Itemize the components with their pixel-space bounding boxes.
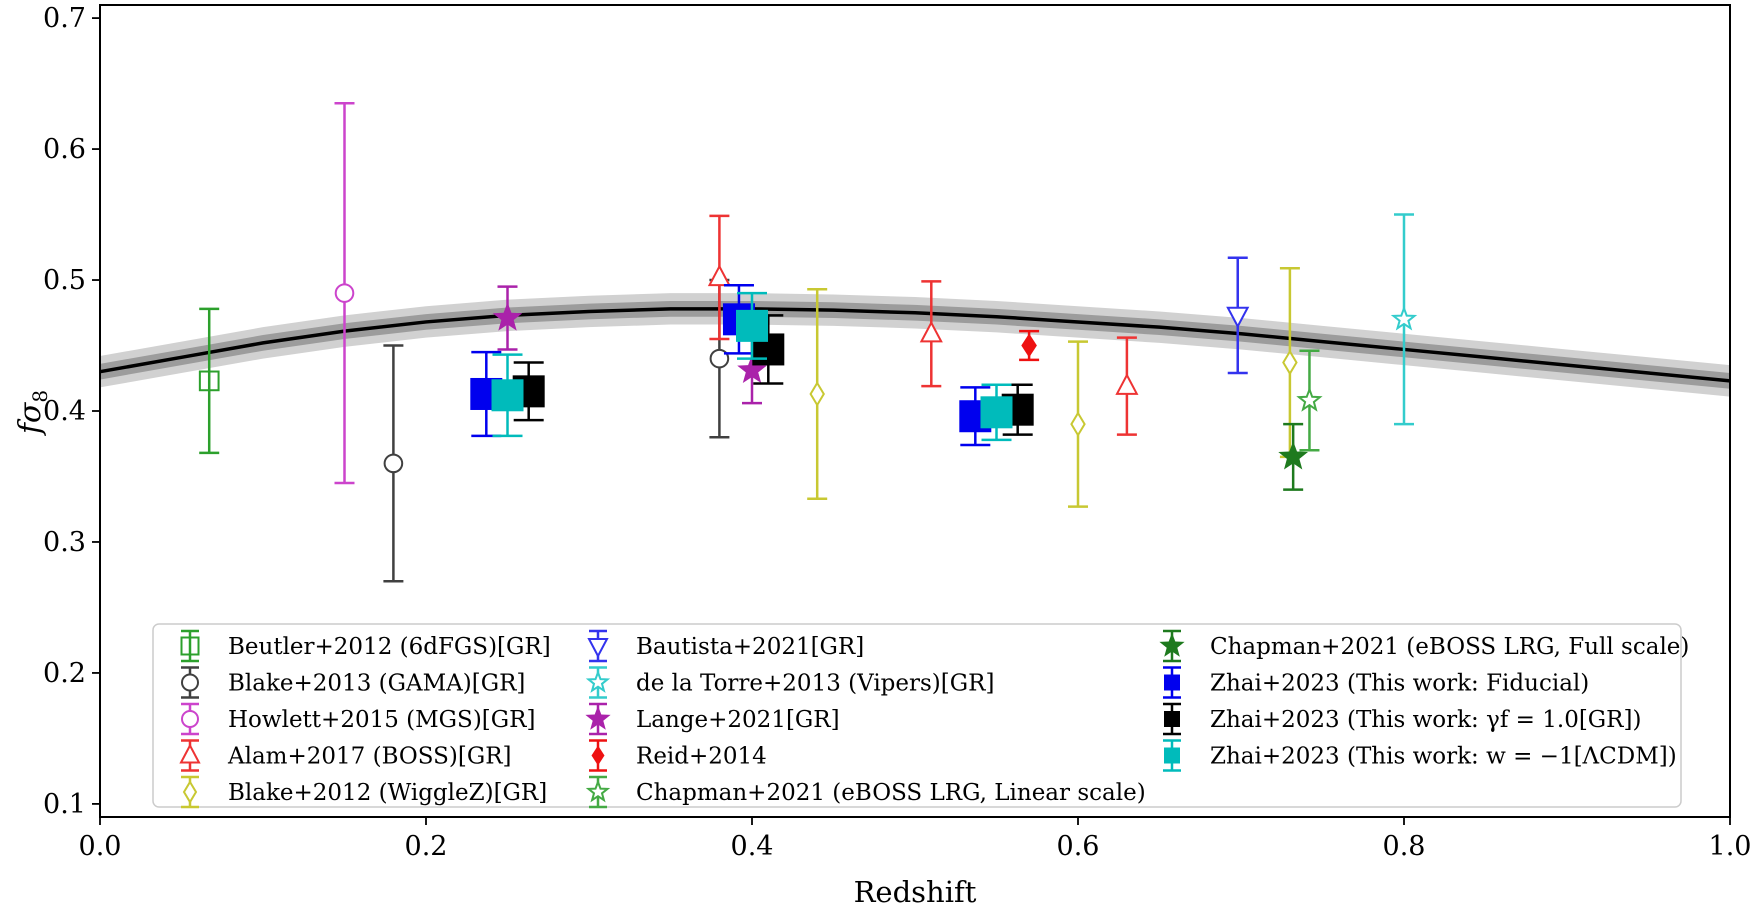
x-tick-label: 0.6 — [1057, 831, 1100, 862]
x-tick-label: 0.0 — [79, 831, 122, 862]
data-point — [383, 453, 404, 474]
legend-label: Zhai+2023 (This work: γf = 1.0[GR]) — [1210, 707, 1641, 733]
legend-item: Chapman+2021 (eBOSS LRG, Linear scale) — [585, 775, 1146, 809]
y-tick-label: 0.1 — [43, 789, 86, 820]
legend-item: Howlett+2015 (MGS)[GR] — [181, 702, 535, 736]
legend-label: Bautista+2021[GR] — [636, 634, 864, 660]
legend-label: Zhai+2023 (This work: w = −1[ΛCDM]) — [1210, 744, 1677, 770]
legend-marker — [181, 673, 199, 692]
legend-item: Blake+2012 (WiggleZ)[GR] — [181, 775, 547, 809]
y-tick-label: 0.7 — [43, 3, 86, 34]
legend-label: de la Torre+2013 (Vipers)[GR] — [636, 671, 994, 697]
data-point — [1070, 411, 1086, 438]
series-zhai-2023-this-work-w-1-cdm — [491, 291, 1013, 442]
legend-label: Chapman+2021 (eBOSS LRG, Linear scale) — [636, 780, 1146, 806]
legend-box — [152, 623, 1682, 808]
data-marks — [198, 101, 1418, 583]
series-zhai-2023-this-work-f-1-0-gr — [512, 314, 1034, 436]
legend-marker — [591, 745, 605, 766]
model-mean-line — [99, 307, 1731, 383]
legend-marker — [182, 780, 198, 804]
legend-item: Bautista+2021[GR] — [587, 629, 864, 663]
data-point — [1278, 441, 1308, 470]
x-tick-label: 0.4 — [731, 831, 774, 862]
y-axis-label: fσ8 — [13, 390, 52, 436]
data-point — [198, 370, 220, 392]
legend-marker — [1164, 747, 1180, 764]
data-point — [1296, 386, 1323, 412]
data-point — [980, 396, 1013, 429]
legend-label: Alam+2017 (BOSS)[GR] — [227, 744, 511, 770]
x-tick-label: 0.8 — [1383, 831, 1426, 862]
legend-item: Blake+2013 (GAMA)[GR] — [181, 666, 525, 699]
legend-marker — [180, 636, 200, 656]
series-bautista-2021-gr — [1226, 256, 1250, 375]
legend-item: Lange+2021[GR] — [585, 702, 840, 736]
legend-item: de la Torre+2013 (Vipers)[GR] — [585, 666, 994, 699]
legend-label: Reid+2014 — [636, 744, 767, 770]
legend-label: Chapman+2021 (eBOSS LRG, Full scale) — [1210, 634, 1689, 660]
legend-item: Zhai+2023 (This work: w = −1[ΛCDM]) — [1163, 739, 1677, 772]
legend-label: Blake+2012 (WiggleZ)[GR] — [228, 780, 547, 806]
legend-item: Zhai+2023 (This work: γf = 1.0[GR]) — [1163, 702, 1641, 736]
legend-item: Reid+2014 — [589, 739, 767, 772]
x-tick-label: 0.2 — [405, 831, 448, 862]
data-point — [334, 283, 355, 303]
data-point — [1115, 372, 1139, 395]
series-de-la-torre-2013-vipers-gr — [1390, 213, 1418, 426]
data-point — [491, 379, 524, 412]
data-point — [1282, 349, 1298, 376]
legend-marker — [585, 779, 611, 803]
legend-item: Chapman+2021 (eBOSS LRG, Full scale) — [1159, 629, 1689, 663]
data-point — [737, 354, 767, 383]
legend-marker — [585, 705, 611, 730]
data-point — [919, 320, 943, 343]
legend-label: Howlett+2015 (MGS)[GR] — [228, 707, 535, 733]
y-tick-label: 0.4 — [43, 396, 86, 427]
legend-marker — [181, 710, 199, 728]
y-tick-label: 0.5 — [43, 265, 86, 296]
data-point — [492, 302, 523, 331]
data-point — [809, 381, 825, 407]
legend-marker — [179, 743, 201, 764]
legend-marker — [1159, 632, 1185, 657]
series-alam-2017-boss-gr — [707, 214, 1139, 436]
x-tick-label: 1.0 — [1709, 831, 1750, 862]
legend: Beutler+2012 (6dFGS)[GR] Blake+2013 (GAMA… — [152, 623, 1689, 809]
data-point — [1226, 306, 1250, 329]
legend-label: Lange+2021[GR] — [636, 707, 840, 733]
legend-label: Beutler+2012 (6dFGS)[GR] — [228, 634, 551, 660]
y-tick-label: 0.6 — [43, 134, 86, 165]
data-point — [1021, 333, 1037, 358]
legend-marker — [1164, 674, 1180, 691]
legend-item: Zhai+2023 (This work: Fiducial) — [1163, 666, 1589, 699]
data-point — [707, 264, 731, 287]
y-tick-label: 0.2 — [43, 658, 86, 689]
series-chapman-2021-eboss-lrg-full-scale — [1278, 422, 1308, 491]
legend-label: Blake+2013 (GAMA)[GR] — [228, 671, 525, 697]
x-axis-label: Redshift — [854, 875, 977, 908]
series-reid-2014 — [1019, 329, 1040, 362]
data-point — [736, 309, 768, 342]
y-tick-label: 0.3 — [43, 527, 86, 558]
legend-marker — [585, 669, 611, 693]
data-point — [709, 348, 730, 369]
legend-marker — [587, 638, 609, 659]
series-chapman-2021-eboss-lrg-linear-scale — [1296, 349, 1323, 452]
series-blake-2012-wigglez-gr — [807, 266, 1300, 508]
legend-label: Zhai+2023 (This work: Fiducial) — [1210, 671, 1589, 697]
legend-marker — [1164, 711, 1180, 727]
axes: 0.0 0.2 0.4 0.6 0.8 1.0 0.1 0.2 0.3 0.4 0.5 0.6 0.7 — [43, 3, 1750, 862]
series-beutler-2012-6dfgs-gr — [198, 307, 220, 455]
legend-item: Alam+2017 (BOSS)[GR] — [179, 739, 511, 772]
data-point — [1390, 305, 1418, 331]
series-howlett-2015-mgs-gr — [334, 101, 355, 485]
legend-item: Beutler+2012 (6dFGS)[GR] — [180, 629, 551, 663]
